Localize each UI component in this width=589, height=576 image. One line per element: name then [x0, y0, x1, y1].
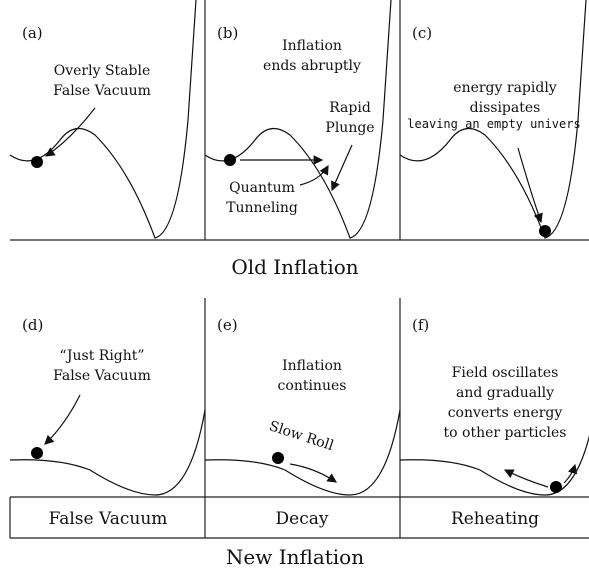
stage-label: Reheating [451, 509, 539, 529]
note: Inflation [282, 38, 342, 54]
note: continues [278, 378, 347, 394]
tag: (d) [22, 316, 43, 334]
note: Tunneling [226, 200, 298, 216]
note: converts energy [448, 405, 563, 421]
note: dissipates [470, 100, 541, 116]
balls-arrows [31, 107, 578, 493]
tag: (b) [217, 24, 238, 42]
tag: (e) [217, 316, 238, 334]
note: False Vacuum [53, 368, 151, 384]
note: Overly Stable [54, 63, 151, 79]
tag: (a) [22, 24, 43, 42]
note: to other particles [444, 425, 567, 441]
note: Field oscillates [452, 365, 559, 381]
frames [9, 0, 589, 539]
note: and gradually [456, 385, 554, 401]
note: Slow Roll [267, 418, 336, 454]
note: “Just Right” [59, 348, 144, 364]
note: energy rapidly [453, 80, 557, 96]
note: leaving an empty univers [407, 117, 580, 131]
note: Rapid [329, 100, 371, 116]
note: False Vacuum [53, 83, 151, 99]
note: Quantum [229, 180, 295, 196]
stage-label: Decay [276, 509, 329, 529]
new-potentials [9, 409, 589, 496]
tag: (f) [412, 316, 429, 334]
tag: (c) [412, 24, 432, 42]
note: ends abruptly [263, 58, 361, 74]
section-title: Old Inflation [231, 255, 358, 279]
section-title: New Inflation [226, 545, 364, 569]
stage-label: False Vacuum [49, 509, 168, 529]
note: Plunge [325, 120, 374, 136]
note: Inflation [282, 358, 342, 374]
